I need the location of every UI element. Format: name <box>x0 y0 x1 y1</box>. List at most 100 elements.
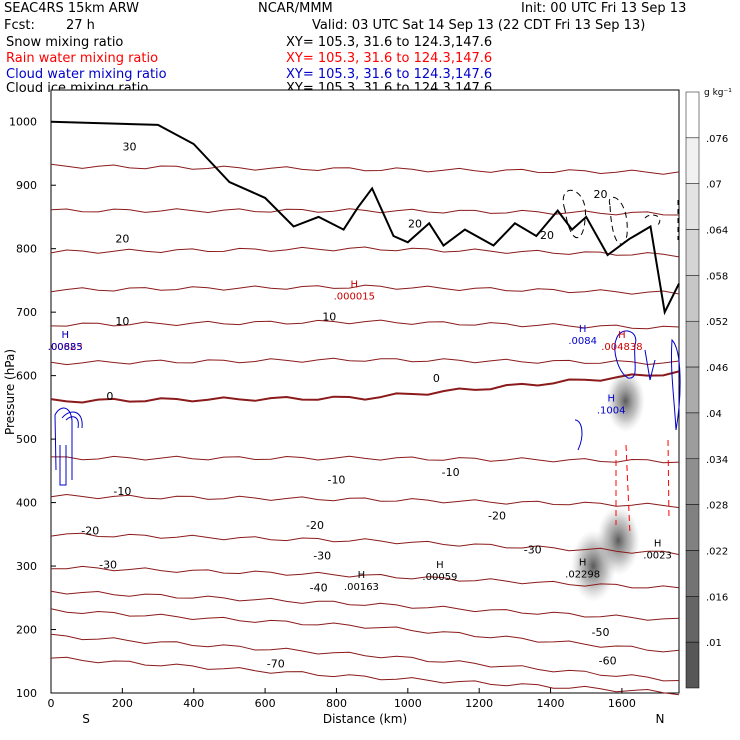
contour-label: 30 <box>123 140 137 153</box>
contour-label: -30 <box>99 559 117 572</box>
colorbar-cell <box>685 137 700 184</box>
x-tick-label: 0 <box>48 697 55 710</box>
colorbar-tick-label: .046 <box>706 363 728 374</box>
contour-label: -30 <box>313 550 331 563</box>
forecast-hour: 27 h <box>66 18 95 33</box>
contour-label: -10 <box>327 474 345 487</box>
contour-label: -70 <box>267 658 285 671</box>
ice-contour <box>644 214 661 226</box>
y-tick-label: 200 <box>16 624 37 637</box>
snow-contour <box>608 196 628 245</box>
colorbar-cell <box>685 183 700 230</box>
max-marker: H <box>579 324 587 335</box>
max-value: .000015 <box>334 291 375 302</box>
colorbar-tick-label: .058 <box>706 271 728 282</box>
cloud-water-contour <box>54 407 73 471</box>
plot-frame <box>50 89 680 694</box>
max-value: .1004 <box>597 406 626 417</box>
contour-label: 20 <box>408 218 422 231</box>
max-value: .004838 <box>601 342 642 353</box>
y-tick-label: 800 <box>16 243 37 256</box>
forecast-label: Fcst: <box>4 18 35 33</box>
colorbar-cell <box>685 504 700 551</box>
init-time: Init: 00 UTC Fri 13 Sep 13 <box>521 1 687 16</box>
y-tick-label: 400 <box>16 497 37 510</box>
max-marker: H <box>607 394 615 405</box>
legend-snow-xy: XY= 105.3, 31.6 to 124.3,147.6 <box>286 35 493 50</box>
max-value: .02298 <box>565 569 600 580</box>
cloud-water-contour <box>574 419 583 451</box>
colorbar-tick-label: .034 <box>706 455 728 466</box>
contour-label: -20 <box>81 524 99 537</box>
y-tick-label: 300 <box>16 560 37 573</box>
temperature-contour <box>50 590 680 621</box>
contour-label: -30 <box>524 543 542 556</box>
max-value: .00163 <box>344 582 379 593</box>
colorbar-cell <box>685 596 700 643</box>
contour-label: 0 <box>106 390 113 403</box>
contour-label: -50 <box>592 626 610 639</box>
colorbar-tick-label: .04 <box>706 409 722 420</box>
temperature-contour <box>50 370 680 404</box>
max-marker: H <box>579 557 587 568</box>
y-tick-label: 500 <box>16 433 37 446</box>
x-tick-label: 800 <box>326 697 347 710</box>
contour-label: 20 <box>115 232 129 245</box>
mixing-ratio-shade <box>596 505 641 576</box>
legend-snow: Snow mixing ratio <box>6 35 124 50</box>
colorbar-cell <box>685 641 700 689</box>
y-tick-label: 1000 <box>9 116 37 129</box>
y-tick-label: 900 <box>16 179 37 192</box>
snow-contour <box>562 189 586 239</box>
colorbar-tick-label: .028 <box>706 501 728 512</box>
max-value: .00623 <box>48 342 83 353</box>
max-value: .00059 <box>422 572 457 583</box>
max-marker: H <box>62 330 70 341</box>
colorbar-tick-label: .016 <box>706 592 728 603</box>
x-tick-label: 1600 <box>608 697 636 710</box>
y-tick-label: 100 <box>16 687 37 700</box>
x-axis-title: Distance (km) <box>323 712 407 726</box>
temperature-contour <box>50 493 680 509</box>
contour-label: 0 <box>433 372 440 385</box>
temperature-contour <box>50 208 680 216</box>
max-marker: H <box>351 279 359 290</box>
temperature-contour <box>51 455 680 464</box>
cloud-water-contour <box>614 330 637 379</box>
contour-label: 10 <box>115 315 129 328</box>
colorbar-cell <box>685 412 700 460</box>
temperature-contour <box>50 357 680 366</box>
contour-label: -10 <box>442 466 460 479</box>
valid-time: Valid: 03 UTC Sat 14 Sep 13 (22 CDT Fri … <box>312 18 646 33</box>
model-title: SEAC4RS 15km ARW <box>4 1 140 16</box>
contour-label: 10 <box>322 310 336 323</box>
legend-cloud-water-xy: XY= 105.3, 31.6 to 124.3,147.6 <box>286 67 493 82</box>
colorbar-tick-label: .064 <box>706 226 728 237</box>
temperature-contour <box>50 246 680 258</box>
y-tick-label: 700 <box>16 306 37 319</box>
colorbar-cell <box>685 91 700 139</box>
max-value: .00885 <box>48 342 83 353</box>
terrain-line <box>50 120 680 316</box>
colorbar-cell <box>685 550 700 597</box>
contour-label: -40 <box>310 581 328 594</box>
y-axis-title: Pressure (hPa) <box>3 349 17 435</box>
cloud-water-contour <box>65 416 79 429</box>
cloud-water-contour <box>59 445 67 486</box>
colorbar-unit: g kg⁻¹ <box>704 88 732 98</box>
cloud-water-contour <box>670 338 681 431</box>
colorbar-cell <box>685 366 700 414</box>
colorbar-tick-label: .052 <box>706 317 728 328</box>
temperature-contour <box>50 319 680 330</box>
contour-label: -20 <box>488 510 506 523</box>
center-label: NCAR/MMM <box>258 1 333 16</box>
rain-contour <box>667 439 670 521</box>
mixing-ratio-shade <box>605 369 645 433</box>
temperature-contour <box>50 608 680 653</box>
temperature-contour <box>50 532 680 556</box>
max-marker: H <box>618 330 626 341</box>
colorbar-tick-label: .01 <box>706 638 722 649</box>
colorbar-cell <box>685 320 700 368</box>
south-label: S <box>82 712 90 726</box>
